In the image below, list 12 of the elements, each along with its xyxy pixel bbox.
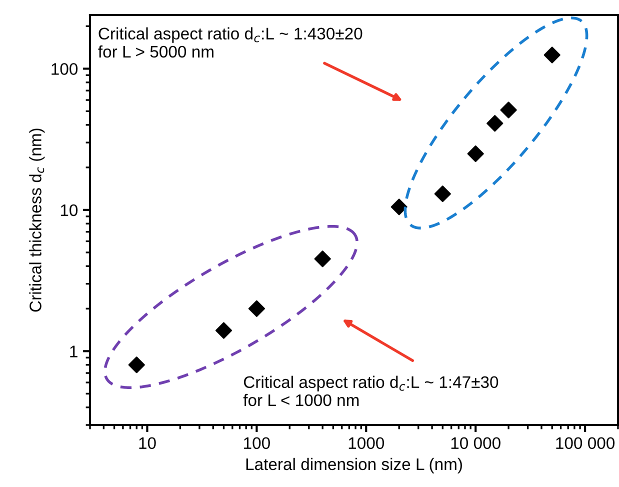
y-tick-label: 100 [52,63,78,75]
text: Critical aspect ratio d$_{c}$:L ~ 1:47±30 for L < 1000 nm [243,376,498,406]
x-tick-label: 10 [139,437,156,450]
y-tick-label: 10 [60,204,78,216]
text: Critical aspect ratio d$_{c}$:L ~ 1:430±20 for L > 5000 nm [98,27,362,58]
x-tick-label: 10 000 [451,437,500,450]
x-tick-label: 1000 [348,437,384,450]
y-tick-label: 1 [70,346,78,358]
x-tick-label: 100 000 [556,437,615,450]
y-axis-title: Critical thickness d$_{c}$ (nm) [29,128,45,312]
x-tick-label: 100 [244,437,270,450]
x-axis-title: Lateral dimension size L (nm) [246,458,462,474]
